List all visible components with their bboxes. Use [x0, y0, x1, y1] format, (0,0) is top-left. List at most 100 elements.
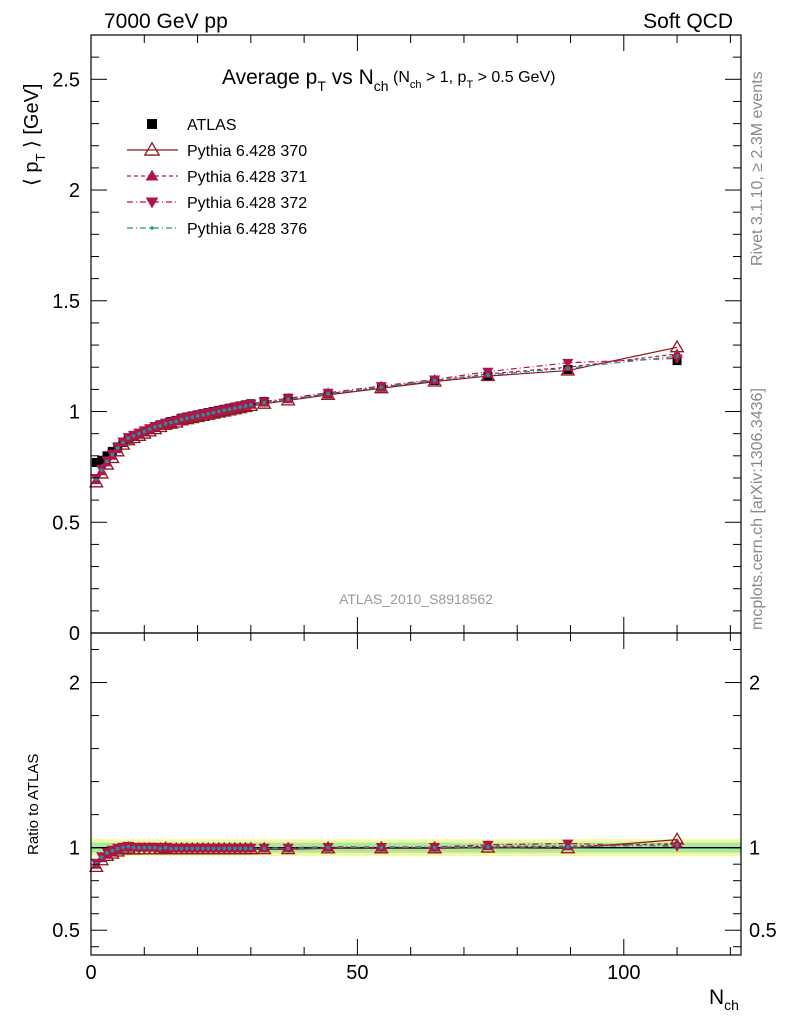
xlabel-sub: ch — [724, 997, 739, 1013]
ratio-y-tick-label-right: 0.5 — [749, 920, 777, 942]
data-point — [110, 452, 115, 457]
data-point — [163, 421, 168, 426]
data-point — [185, 416, 189, 420]
data-point — [126, 436, 131, 440]
data-point — [482, 367, 494, 378]
data-point — [131, 434, 136, 438]
ratio-y-tick-label: 1 — [69, 838, 80, 860]
data-point — [174, 846, 179, 851]
y-tick-label: 1.5 — [52, 291, 80, 313]
data-point — [201, 413, 205, 417]
legend-label: Pythia 6.428 372 — [187, 195, 307, 212]
data-point — [179, 417, 184, 422]
legend-label: ATLAS — [187, 117, 237, 134]
analysis-watermark: ATLAS_2010_S8918562 — [339, 591, 493, 607]
data-point — [147, 845, 152, 850]
y-tick-label: 2 — [69, 180, 80, 202]
data-point — [432, 845, 437, 850]
data-point — [143, 141, 161, 156]
ratio-ticks: 0.5 0.5 1 1 2 2 0 50 100 — [52, 633, 777, 984]
data-point — [286, 846, 290, 851]
main-data-layer — [88, 339, 685, 488]
category-label: Soft QCD — [643, 10, 733, 33]
y-axis-label: ⟨ pT ⟩ [GeV] — [21, 84, 48, 187]
data-point — [206, 846, 211, 851]
data-point — [105, 459, 109, 464]
data-point — [105, 851, 109, 855]
data-point — [142, 845, 147, 850]
data-point — [147, 427, 152, 432]
data-point — [249, 846, 253, 851]
data-point — [211, 846, 216, 851]
data-point — [174, 419, 179, 424]
title-sub: T — [317, 78, 326, 94]
data-point — [566, 845, 570, 849]
data-point — [190, 846, 195, 851]
ratio-y-label: Ratio to ATLAS — [25, 754, 42, 855]
data-point — [238, 846, 242, 851]
ylabel-close: ⟩ [GeV] — [21, 84, 43, 154]
data-point — [137, 845, 141, 850]
main-panel: 00.511.522.5 Average pT vs Nch (Nch > 1,… — [21, 34, 742, 645]
x-axis-label: Nch — [709, 986, 739, 1013]
data-point — [486, 845, 490, 849]
data-point — [286, 397, 290, 402]
data-point — [222, 846, 226, 851]
legend-label: Pythia 6.428 376 — [187, 221, 307, 238]
data-point — [432, 378, 437, 383]
data-point — [142, 429, 147, 434]
data-point — [201, 846, 205, 851]
main-ticks: 0 0.5 1 1.5 2 2.5 — [52, 34, 741, 645]
data-point — [379, 845, 384, 850]
ratio-panel: 0.5 0.5 1 1 2 2 0 50 100 Ratio to ATLAS Nch — [25, 632, 777, 1013]
title-main: Average p — [222, 66, 317, 89]
data-point — [562, 358, 574, 369]
data-point — [179, 846, 184, 851]
xlabel-main: N — [709, 986, 724, 1009]
data-point — [137, 431, 141, 436]
energy-label: 7000 GeV pp — [104, 10, 228, 33]
data-point — [91, 457, 101, 467]
chart-title: Average pT vs Nch (Nch > 1, pT > 0.5 GeV… — [222, 66, 555, 94]
data-point — [326, 845, 330, 850]
data-point — [249, 403, 253, 407]
legend: ATLAS Pythia 6.428 370 Pythia 6.428 371 Pyt… — [127, 117, 307, 238]
ratio-y-tick-label-right: 1 — [749, 838, 760, 860]
ratio-y-tick-label: 2 — [69, 673, 80, 695]
data-point — [195, 414, 200, 418]
data-point — [158, 424, 163, 428]
data-point — [145, 169, 159, 181]
data-point — [121, 845, 125, 850]
data-point — [671, 842, 683, 852]
title-cut-b: > 1, p — [422, 69, 467, 86]
data-point — [243, 846, 248, 851]
data-point — [379, 385, 384, 389]
data-point — [222, 408, 226, 413]
data-point — [195, 846, 200, 851]
data-point — [185, 846, 189, 851]
data-point — [99, 855, 104, 859]
y-tick-label: 0.5 — [52, 512, 80, 534]
legend-label: Pythia 6.428 371 — [187, 169, 307, 186]
data-point — [211, 410, 216, 415]
title-cut-c: > 0.5 GeV) — [473, 69, 555, 86]
data-point — [131, 845, 136, 850]
data-point — [206, 411, 211, 416]
data-point — [150, 226, 154, 230]
data-point — [243, 404, 248, 408]
data-point — [126, 844, 131, 849]
data-point — [227, 407, 232, 412]
data-point — [671, 354, 683, 364]
mcplots-label: mcplots.cern.ch [arXiv:1306.3436] — [749, 388, 766, 630]
data-point — [233, 406, 237, 410]
data-point — [169, 420, 173, 425]
title-cut-a: (N — [389, 69, 410, 86]
ratio-y-tick-label: 0.5 — [52, 920, 80, 942]
data-point — [153, 425, 157, 429]
data-point — [163, 845, 168, 850]
ylabel-open: ⟨ p — [21, 162, 43, 186]
data-point — [217, 846, 221, 851]
rivet-label: Rivet 3.1.10, ≥ 2.3M events — [749, 71, 766, 266]
data-point — [153, 845, 157, 850]
data-point — [99, 468, 104, 473]
